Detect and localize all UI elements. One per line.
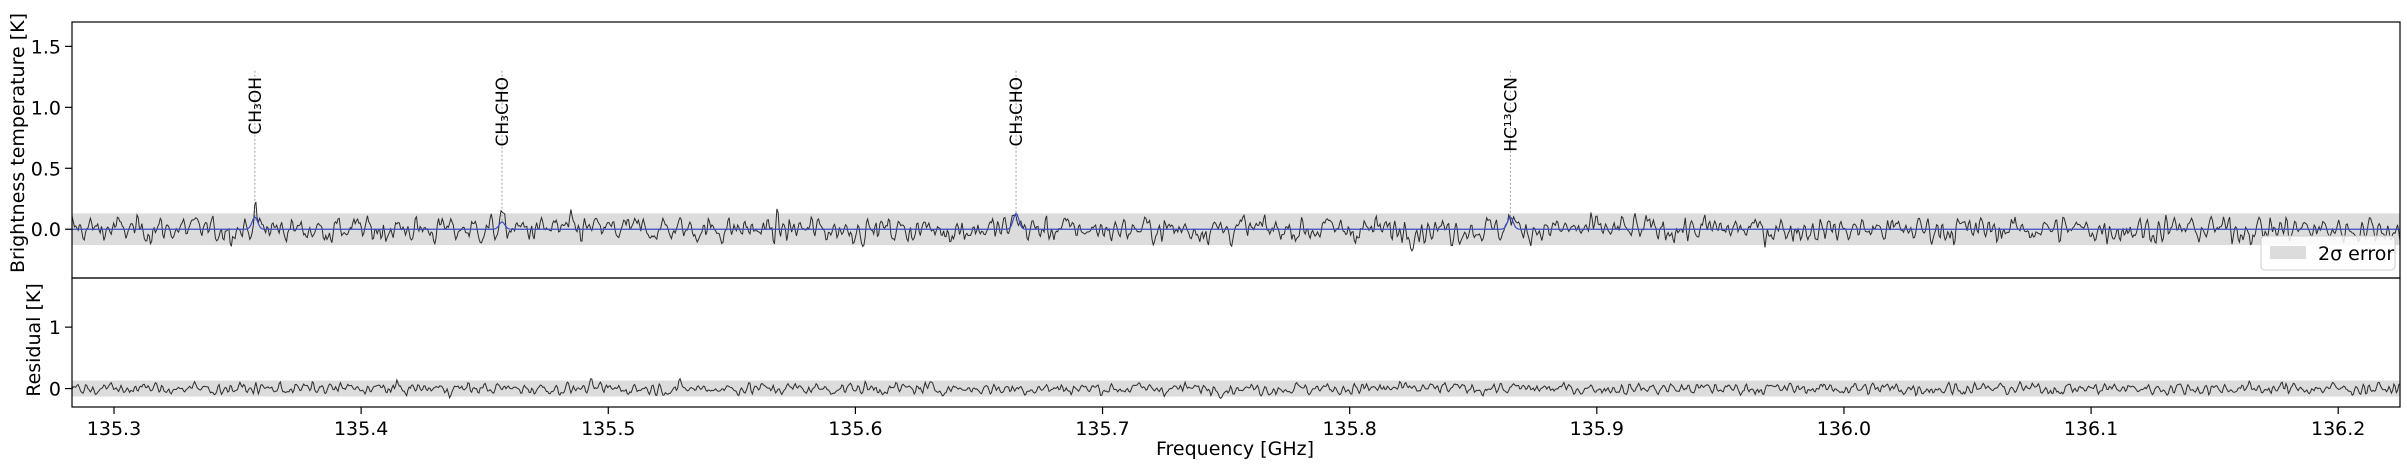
bottom-y-tick-label: 1: [49, 317, 61, 339]
residual-spectrum: [72, 377, 2400, 400]
x-tick-label: 135.3: [87, 418, 141, 440]
bottom-y-axis-label: Residual [K]: [23, 283, 45, 397]
line-marker-label: HC¹³CCN: [1501, 77, 1521, 152]
top-panel: 0.0 0.5 1.0 1.5 CH₃OH CH₃CHO CH₃CHO HC¹³CCN 2σ e…: [31, 21, 2401, 279]
line-marker-label: CH₃CHO: [493, 77, 513, 147]
x-tick-label: 136.1: [2064, 418, 2118, 440]
top-y-axis-label: Brightness temperature [K]: [7, 13, 29, 273]
x-tick-label: 135.9: [1570, 418, 1624, 440]
legend-swatch: [2270, 246, 2306, 259]
x-tick-label: 136.2: [2311, 418, 2365, 440]
legend-box: [2260, 235, 2396, 271]
x-axis-label: Frequency [GHz]: [1156, 438, 1314, 460]
bottom-plot-area: [72, 377, 2400, 400]
line-marker-label: CH₃CHO: [1007, 77, 1027, 147]
bottom-panel: 0 1 135.3 135.4 135.5 135.6 135.7 135.8 135.9 136…: [49, 277, 2401, 440]
model-spectrum: [72, 212, 2400, 230]
legend-label: 2σ error: [2318, 243, 2394, 265]
top-plot-area: [72, 70, 2400, 252]
bottom-frame: [71, 277, 2401, 408]
bottom-y-tick-label: 0: [49, 379, 61, 401]
legend: 2σ error: [2260, 235, 2396, 271]
line-marker-label: CH₃OH: [246, 77, 266, 135]
x-tick-label: 135.8: [1322, 418, 1376, 440]
x-tick-label: 135.7: [1075, 418, 1129, 440]
x-tick-label: 135.6: [828, 418, 882, 440]
observed-spectrum: [72, 201, 2400, 252]
x-tick-label: 136.0: [1817, 418, 1871, 440]
x-tick-label: 135.4: [334, 418, 388, 440]
x-tick-label: 135.5: [581, 418, 635, 440]
top-y-tick-label: 0.0: [31, 219, 61, 241]
top-y-tick-label: 1.0: [31, 97, 61, 119]
top-y-tick-label: 1.5: [31, 36, 61, 58]
top-y-tick-label: 0.5: [31, 158, 61, 180]
